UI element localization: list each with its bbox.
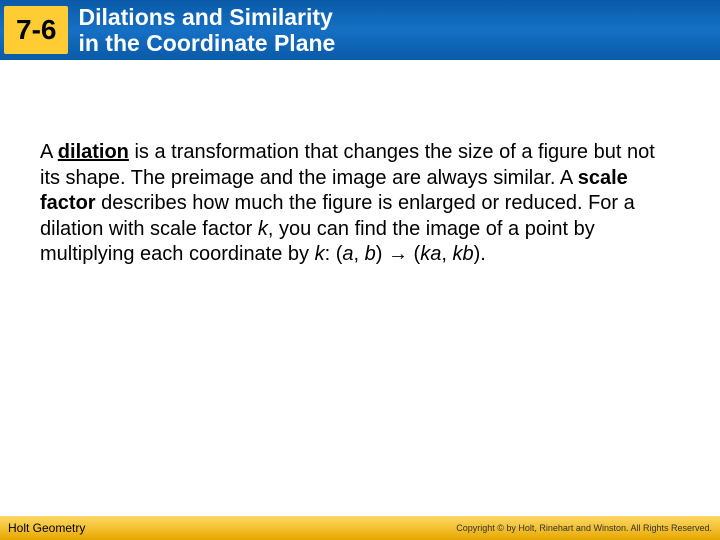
text-segment: : ( [325,243,343,265]
text-segment: , [441,243,452,265]
variable-k: k [315,243,325,265]
chapter-number-box: 7-6 [4,6,68,54]
footer-book-title: Holt Geometry [8,521,85,535]
title-line-2: in the Coordinate Plane [78,30,335,56]
content-area: A dilation is a transformation that chan… [0,60,720,268]
text-segment: ). [474,243,486,265]
variable-kb: kb [452,243,473,265]
footer-bar: Holt Geometry Copyright © by Holt, Rineh… [0,516,720,540]
header-bar: 7-6 Dilations and Similarity in the Coor… [0,0,720,60]
term-dilation: dilation [58,141,129,163]
text-segment: ) → ( [376,243,420,265]
variable-b: b [365,243,376,265]
text-segment: A [40,141,58,163]
text-segment: is a transformation that changes the siz… [40,141,655,189]
footer-copyright: Copyright © by Holt, Rinehart and Winsto… [456,523,712,533]
definition-paragraph: A dilation is a transformation that chan… [40,140,680,268]
text-segment: , [354,243,365,265]
slide-title: Dilations and Similarity in the Coordina… [78,4,335,57]
variable-k: k [258,218,268,240]
variable-a: a [342,243,353,265]
variable-ka: ka [420,243,441,265]
title-line-1: Dilations and Similarity [78,4,332,30]
chapter-number: 7-6 [16,14,56,46]
